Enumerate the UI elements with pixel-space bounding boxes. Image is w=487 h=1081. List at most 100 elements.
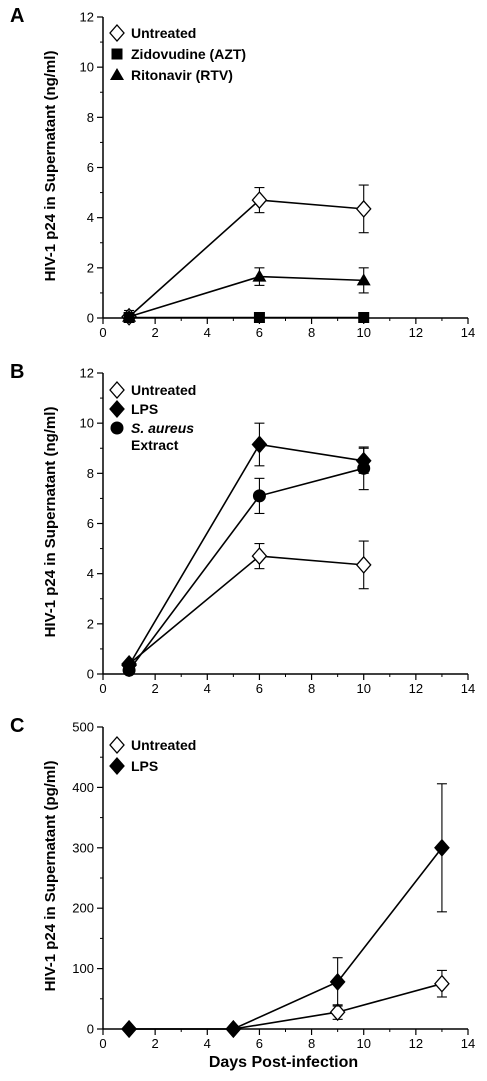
x-tick-label: 14 [461, 1036, 475, 1051]
y-tick-label: 6 [87, 516, 94, 531]
y-tick-label: 2 [87, 260, 94, 275]
series-line [128, 275, 364, 318]
legend-label: Untreated [131, 737, 196, 753]
data-point [358, 311, 370, 323]
y-tick-label: 400 [72, 780, 94, 795]
x-tick-label: 2 [152, 681, 159, 696]
series-s-aureus-extract [122, 446, 371, 677]
legend-marker [109, 381, 125, 399]
data-point [251, 547, 268, 566]
legend-marker [109, 400, 125, 418]
data-point [329, 972, 346, 991]
series-lps [121, 783, 450, 1038]
y-tick-label: 0 [87, 1022, 94, 1037]
x-tick-label: 12 [409, 325, 423, 340]
y-tick-label: 8 [87, 110, 94, 125]
y-axis-label: HIV-1 p24 in Supernatant (ng/ml) [42, 51, 59, 282]
data-point [251, 435, 268, 454]
x-tick-label: 6 [256, 681, 263, 696]
y-axis-label: HIV-1 p24 in Supernatant (ng/ml) [42, 407, 59, 638]
y-tick-label: 300 [72, 840, 94, 855]
data-point [434, 974, 450, 993]
series-line [128, 199, 364, 318]
series-line [129, 847, 443, 1030]
panel-label: C [10, 715, 24, 737]
series-untreated [121, 540, 372, 673]
x-tick-label: 12 [409, 681, 423, 696]
series-line [128, 555, 364, 665]
data-point [225, 1020, 242, 1038]
legend-marker [109, 736, 125, 754]
legend-marker [110, 421, 124, 435]
data-point [122, 309, 137, 322]
data-point [356, 273, 371, 286]
panel-C: C 0 100 200 300 400 500 0 2 4 6 8 10 12 14 HIV-1 p24 in… [10, 715, 475, 1071]
data-point [122, 663, 136, 677]
x-tick-label: 0 [99, 325, 106, 340]
data-point [121, 1020, 137, 1038]
data-point [253, 311, 265, 323]
series-untreated [121, 969, 450, 1038]
y-tick-label: 4 [87, 566, 94, 581]
y-tick-label: 10 [80, 60, 94, 75]
y-tick-label: 12 [80, 10, 94, 25]
legend-label: LPS [131, 401, 158, 417]
y-tick-label: 8 [87, 466, 94, 481]
panel-A: A 0 2 4 6 8 10 12 0 2 4 6 8 10 12 14 HIV-1 p24 in Supern… [10, 5, 475, 340]
legend-marker [109, 24, 125, 42]
y-tick-label: 200 [72, 901, 94, 916]
y-tick-label: 6 [87, 160, 94, 175]
legend-label: Zidovudine (AZT) [131, 46, 246, 62]
x-tick-label: 12 [409, 1036, 423, 1051]
x-tick-label: 14 [461, 681, 475, 696]
data-point [251, 191, 268, 210]
x-tick-label: 8 [308, 681, 315, 696]
y-tick-label: 4 [87, 210, 94, 225]
data-point [434, 838, 450, 857]
panel-B: B 0 2 4 6 8 10 12 0 2 4 6 8 10 12 14 HIV-1 p24 in Supern… [10, 361, 475, 696]
x-tick-label: 4 [204, 325, 211, 340]
panel-label: A [10, 5, 24, 27]
data-point [329, 1003, 346, 1022]
x-tick-label: 6 [256, 1036, 263, 1051]
legend-label: Untreated [131, 382, 196, 398]
x-tick-label: 8 [308, 1036, 315, 1051]
legend: Untreated Zidovudine (AZT) Ritonavir (RTV) [109, 24, 246, 83]
x-tick-label: 4 [204, 681, 211, 696]
data-point [355, 199, 372, 218]
legend-label: Extract [131, 437, 179, 453]
y-axis-label: HIV-1 p24 in Supernatant (pg/ml) [42, 761, 59, 992]
data-point [355, 555, 372, 574]
y-tick-label: 2 [87, 616, 94, 631]
legend-marker [111, 48, 123, 60]
y-tick-label: 0 [87, 667, 94, 682]
x-tick-label: 14 [461, 325, 475, 340]
y-tick-label: 0 [87, 311, 94, 326]
legend-label: Ritonavir (RTV) [131, 67, 233, 83]
x-tick-label: 10 [356, 681, 370, 696]
data-point [357, 461, 371, 475]
series-ritonavir-rtv- [122, 267, 371, 322]
legend-label: LPS [131, 758, 158, 774]
legend-label: S. aureus [131, 420, 194, 436]
x-tick-label: 8 [308, 325, 315, 340]
panel-label: B [10, 361, 24, 383]
data-point [252, 489, 266, 503]
legend-label: Untreated [131, 25, 196, 41]
x-tick-label: 0 [99, 681, 106, 696]
legend-marker [109, 757, 125, 775]
x-axis-label: Days Post-infection [209, 1054, 358, 1071]
series-lps [121, 422, 372, 675]
x-tick-label: 4 [204, 1036, 211, 1051]
y-tick-label: 12 [80, 366, 94, 381]
x-tick-label: 0 [99, 1036, 106, 1051]
data-point [252, 269, 267, 282]
y-tick-label: 100 [72, 961, 94, 976]
legend-marker [110, 68, 124, 80]
x-tick-label: 6 [256, 325, 263, 340]
x-tick-label: 10 [356, 1036, 370, 1051]
series-zidovudine-azt- [123, 311, 370, 323]
x-tick-label: 2 [152, 325, 159, 340]
